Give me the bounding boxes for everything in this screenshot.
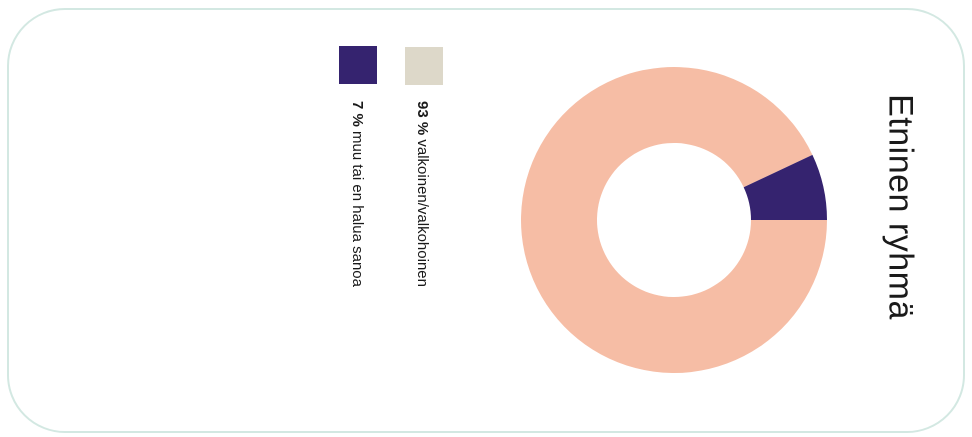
legend-entry-muu: 7 % muu tai en halua sanoa — [349, 101, 366, 287]
legend-label-valkoinen: valkoinen/valkohoinen — [414, 139, 431, 287]
donut-slice-valkoinen — [521, 66, 827, 373]
legend-label-muu: muu tai en halua sanoa — [349, 131, 366, 287]
legend-entry-valkoinen: 93 % valkoinen/valkohoinen — [414, 101, 431, 287]
legend-value-muu: 7 % — [349, 101, 366, 127]
legend-swatch-valkoinen — [405, 47, 443, 85]
legend-swatch-muu — [339, 46, 377, 84]
legend-value-valkoinen: 93 % — [414, 101, 431, 136]
donut-slices — [521, 66, 827, 373]
donut-slice-muu — [743, 154, 827, 220]
